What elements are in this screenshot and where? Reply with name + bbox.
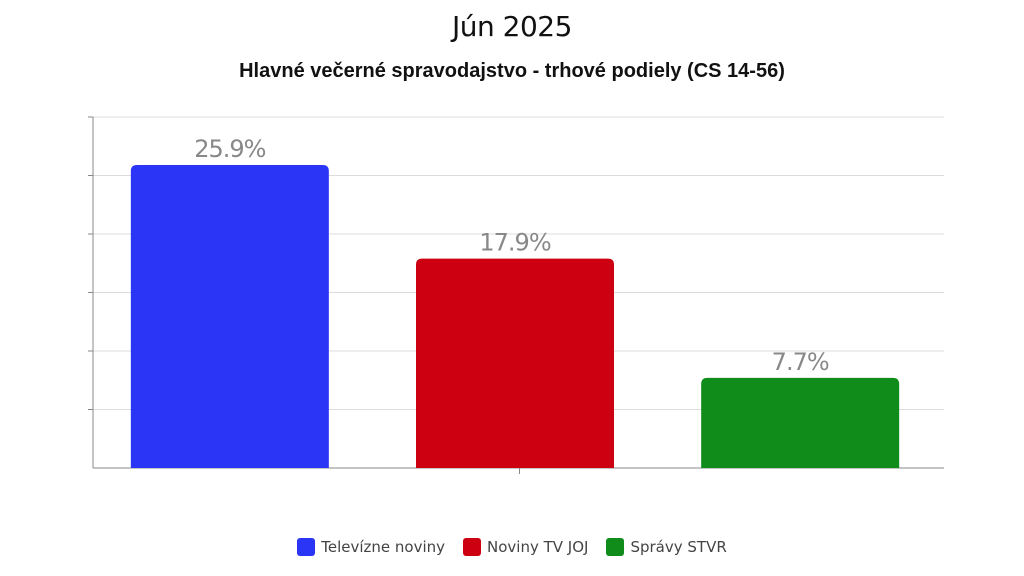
bar-1 (130, 164, 329, 468)
chart-subtitle: Hlavné večerné spravodajstvo - trhové po… (239, 60, 785, 82)
legend-swatch (606, 538, 625, 556)
legend-swatch (297, 538, 316, 556)
legend-item-spravy-stvr: Správy STVR (606, 538, 727, 556)
legend-label: Televízne noviny (321, 538, 446, 556)
bar-2 (416, 258, 614, 468)
legend-label: Noviny TV JOJ (487, 538, 589, 556)
legend-swatch (463, 538, 482, 556)
legend-label: Správy STVR (630, 538, 727, 556)
legend-item-noviny-tv-joj: Noviny TV JOJ (463, 538, 588, 556)
bar-3 (701, 377, 900, 468)
data-label-3: 7.7% (772, 348, 829, 376)
data-label-2: 17.9% (479, 229, 550, 257)
legend-item-televizne-noviny: Televízne noviny (297, 538, 445, 556)
chart-title: Jún 2025 (452, 10, 572, 43)
data-label-1: 25.9% (194, 135, 265, 163)
chart-legend: Televízne noviny Noviny TV JOJ Správy ST… (0, 538, 1024, 556)
